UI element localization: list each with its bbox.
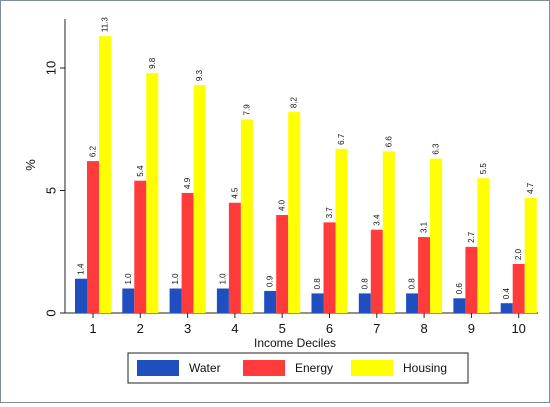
bar-housing bbox=[193, 85, 206, 314]
legend: Water Energy Housing bbox=[127, 352, 469, 384]
bar-water bbox=[358, 293, 371, 313]
data-label-water: 1.0 bbox=[218, 273, 227, 285]
bar-water bbox=[500, 303, 513, 313]
value-labels-group: 1.4 6.2 11.3 1.0 5.4 9.8 1.0 4.9 9.3 1.0 4.5 7.9 0.9… bbox=[77, 17, 536, 300]
data-label-housing: 6.3 bbox=[432, 143, 441, 155]
x-axis-label: Income Deciles bbox=[254, 336, 336, 350]
data-label-energy: 2.0 bbox=[514, 248, 523, 260]
y-tick-label: 0 bbox=[44, 309, 59, 316]
bar-housing bbox=[477, 178, 490, 313]
data-label-water: 0.4 bbox=[502, 288, 511, 300]
x-tick-label: 9 bbox=[468, 321, 475, 336]
x-tick-label: 7 bbox=[373, 321, 380, 336]
y-axis-label: % bbox=[23, 159, 38, 171]
bar-water bbox=[75, 278, 87, 313]
data-label-water: 0.8 bbox=[360, 278, 369, 290]
bar-water bbox=[453, 298, 466, 313]
x-tick-label: 2 bbox=[137, 321, 144, 336]
data-label-housing: 11.3 bbox=[101, 17, 110, 33]
bar-energy bbox=[181, 192, 194, 313]
data-label-water: 0.8 bbox=[313, 278, 322, 290]
bar-housing bbox=[430, 158, 443, 313]
bar-energy bbox=[512, 264, 525, 313]
legend-swatch-energy bbox=[243, 360, 285, 376]
data-label-housing: 9.3 bbox=[195, 69, 204, 81]
data-label-water: 1.4 bbox=[77, 263, 86, 275]
y-tick-label: 10 bbox=[44, 61, 59, 75]
data-label-housing: 9.8 bbox=[148, 57, 157, 69]
bar-energy bbox=[228, 202, 241, 313]
data-label-energy: 5.4 bbox=[136, 165, 145, 177]
legend-swatch-housing bbox=[351, 360, 393, 376]
legend-label-energy: Energy bbox=[295, 361, 333, 375]
bar-water bbox=[406, 293, 419, 313]
data-label-housing: 6.6 bbox=[384, 136, 393, 148]
data-label-energy: 4.9 bbox=[183, 177, 192, 189]
x-tick-label: 4 bbox=[231, 321, 238, 336]
data-label-energy: 4.5 bbox=[230, 187, 239, 199]
data-label-water: 0.8 bbox=[408, 278, 417, 290]
data-label-housing: 7.9 bbox=[242, 104, 251, 116]
legend-swatch-water bbox=[137, 360, 179, 376]
legend-label-housing: Housing bbox=[403, 361, 447, 375]
bar-housing bbox=[382, 151, 395, 313]
data-label-housing: 8.2 bbox=[290, 96, 299, 108]
bar-energy bbox=[276, 215, 289, 313]
legend-label-water: Water bbox=[189, 361, 221, 375]
bar-water bbox=[122, 288, 135, 313]
x-tick-label: 1 bbox=[89, 321, 96, 336]
data-label-energy: 6.2 bbox=[89, 145, 98, 157]
bar-housing bbox=[146, 72, 159, 314]
data-label-energy: 4.0 bbox=[278, 199, 287, 211]
bar-housing bbox=[335, 148, 348, 313]
data-label-energy: 2.7 bbox=[467, 231, 476, 243]
data-label-water: 1.0 bbox=[124, 273, 133, 285]
bar-housing bbox=[240, 119, 253, 313]
bar-energy bbox=[323, 222, 336, 313]
data-label-energy: 3.7 bbox=[325, 207, 334, 219]
data-label-water: 1.0 bbox=[171, 273, 180, 285]
data-label-water: 0.6 bbox=[455, 283, 464, 295]
data-label-housing: 5.5 bbox=[479, 163, 488, 175]
x-tick-label: 5 bbox=[279, 321, 286, 336]
bar-water bbox=[311, 293, 324, 313]
data-label-energy: 3.4 bbox=[372, 214, 381, 226]
data-label-water: 0.9 bbox=[266, 275, 275, 287]
x-tick-label: 8 bbox=[420, 321, 427, 336]
data-label-energy: 3.1 bbox=[420, 221, 429, 233]
y-tick-label: 5 bbox=[44, 187, 59, 194]
bar-energy bbox=[465, 246, 478, 313]
bar-energy bbox=[370, 229, 383, 313]
bar-water bbox=[169, 288, 182, 313]
bar-housing bbox=[524, 197, 537, 313]
legend-box bbox=[127, 352, 469, 384]
bar-energy bbox=[418, 237, 431, 313]
bar-energy bbox=[134, 180, 147, 313]
x-tick-label: 10 bbox=[511, 321, 525, 336]
bar-housing bbox=[288, 112, 301, 313]
data-label-housing: 6.7 bbox=[337, 133, 346, 145]
bar-energy bbox=[87, 161, 99, 313]
data-label-housing: 4.7 bbox=[526, 182, 535, 194]
bar-housing bbox=[99, 36, 111, 314]
x-tick-label: 3 bbox=[184, 321, 191, 336]
x-tick-label: 6 bbox=[326, 321, 333, 336]
bar-water bbox=[216, 288, 229, 313]
bars-group bbox=[75, 36, 537, 314]
bar-water bbox=[264, 290, 277, 313]
